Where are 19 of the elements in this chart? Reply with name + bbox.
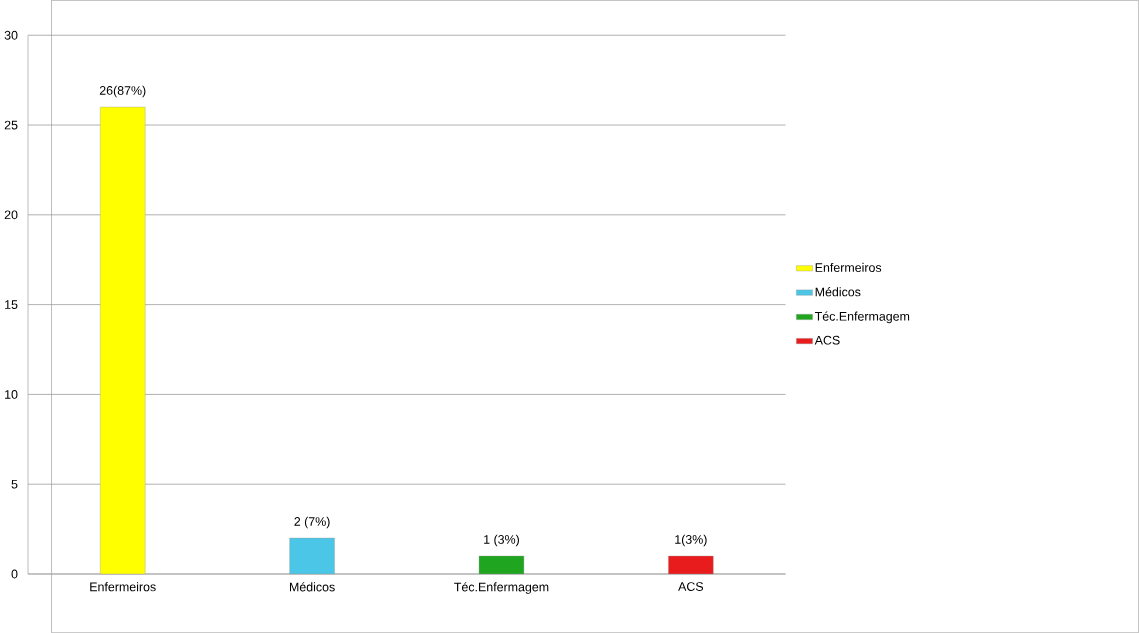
y-tick-label: 0 — [11, 569, 18, 579]
legend-label: Médicos — [815, 287, 861, 297]
y-tick-label: 25 — [4, 120, 18, 130]
y-tick-label: 15 — [5, 300, 18, 309]
y-tick-label: 20 — [4, 210, 18, 220]
data-label: 2 (7%) — [294, 516, 330, 529]
legend-label: Téc.Enfermagem — [814, 311, 910, 324]
data-label: 26(87%) — [99, 85, 146, 98]
x-tick-label: Enfermeiros — [90, 582, 156, 592]
legend-label: ACS — [814, 335, 840, 345]
data-label: 1(3%) — [675, 534, 707, 547]
y-tick-label: 30 — [4, 30, 18, 40]
y-tick-label: 10 — [5, 389, 18, 399]
x-tick-label: ACS — [678, 582, 704, 591]
data-label: 1 (3%) — [484, 534, 519, 547]
legend-label: Enfermeiros — [815, 262, 882, 272]
x-tick-label: Médicos — [289, 582, 335, 592]
x-tick-label: Téc.Enfermagem — [454, 582, 549, 594]
y-tick-label: 5 — [11, 479, 18, 489]
